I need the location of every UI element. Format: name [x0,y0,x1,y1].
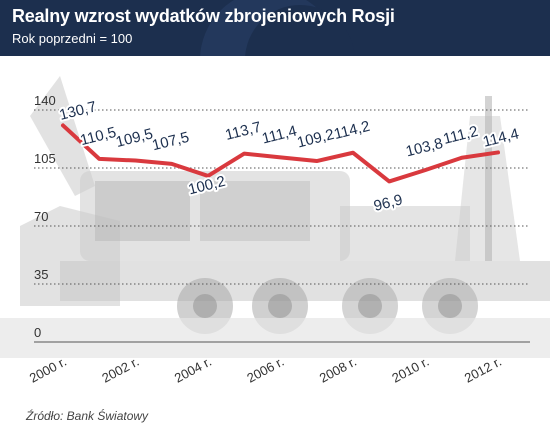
series-line-group [61,123,500,184]
y-tick-label: 35 [34,267,48,282]
y-tick-label: 105 [34,151,56,166]
military-vehicle-illustration [0,56,550,436]
y-tick-label: 0 [34,325,41,340]
chart-subtitle: Rok poprzedni = 100 [12,31,133,46]
chart-title: Realny wzrost wydatków zbrojeniowych Ros… [12,6,395,26]
chart-header: Realny wzrost wydatków zbrojeniowych Ros… [0,0,550,56]
y-tick-label: 140 [34,93,56,108]
header-logo-watermark [200,0,355,56]
y-axis-ticks: 0 35 70 105 140 [34,93,56,340]
y-tick-label: 70 [34,209,48,224]
series-line [61,123,500,184]
source-note: Źródło: Bank Światowy [26,409,149,423]
data-label: 96,9 [372,191,404,215]
grid-lines [34,109,530,343]
